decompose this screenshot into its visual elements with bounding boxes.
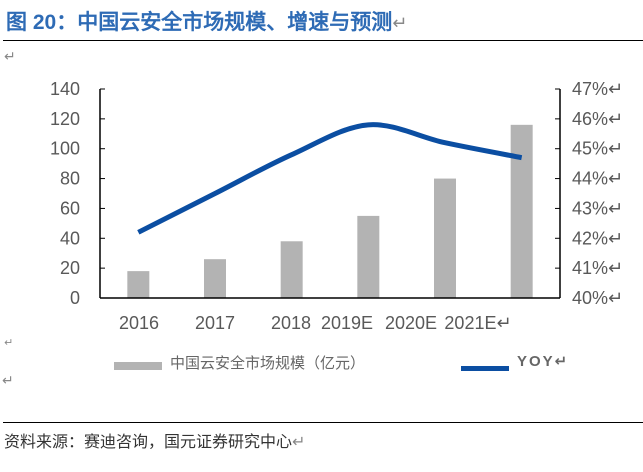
legend-label-market-size: 中国云安全市场规模（亿元） <box>170 354 365 372</box>
x-tick-label: 2016 <box>119 313 159 333</box>
x-tick-label: 2020E <box>385 313 437 333</box>
left-tick-label: 80 <box>60 169 80 189</box>
right-tick-label: 47%↵ <box>572 79 623 99</box>
bar-2016 <box>127 271 150 298</box>
paragraph-mark-icon: ↵ <box>4 48 16 64</box>
right-tick-label: 40%↵ <box>572 288 623 308</box>
right-tick-label: 45%↵ <box>572 139 623 159</box>
right-tick-label: 44%↵ <box>572 169 623 189</box>
bar-2018 <box>280 241 303 298</box>
chart: 0 20 40 60 80 100 120 140 40%↵ 41%↵ 42%↵ 43%↵ 44%↵ 45… <box>50 79 623 372</box>
source-divider <box>3 422 643 423</box>
figure-title: 图 20：中国云安全市场规模、增速与预测↵ <box>6 6 407 36</box>
title-divider <box>3 40 643 41</box>
legend-swatch-market-size <box>114 362 162 370</box>
legend-label-yoy: YOY↵ <box>517 353 569 370</box>
right-tick-label: 43%↵ <box>572 198 623 218</box>
left-tick-label: 60 <box>60 198 80 218</box>
yoy-line <box>137 122 523 235</box>
paragraph-mark-icon: ↵ <box>292 434 306 451</box>
right-tick-label: 46%↵ <box>572 109 623 129</box>
bar-2020E <box>434 178 456 298</box>
paragraph-mark-icon: ↵ <box>2 372 14 388</box>
x-tick-label: 2019E <box>321 313 373 333</box>
source-text: 资料来源：赛迪咨询，国元证券研究中心 <box>4 434 293 451</box>
bar-2021E <box>510 124 533 298</box>
paragraph-mark-icon: ↵ <box>392 13 408 33</box>
x-tick-label: 2018 <box>271 313 311 333</box>
left-tick-label: 120 <box>50 109 80 129</box>
paragraph-mark-icon: ↵ <box>4 337 14 349</box>
x-tick-label: 2021E↵ <box>444 313 511 333</box>
left-tick-label: 140 <box>50 79 80 99</box>
left-tick-label: 0 <box>70 288 80 308</box>
bar-2019E <box>357 215 380 298</box>
left-tick-label: 40 <box>60 228 80 248</box>
left-tick-label: 100 <box>50 139 80 159</box>
left-tick-label: 20 <box>60 258 80 278</box>
figure-title-text: 图 20：中国云安全市场规模、增速与预测 <box>6 11 393 34</box>
source-note: 资料来源：赛迪咨询，国元证券研究中心↵ <box>4 428 305 452</box>
right-tick-label: 42%↵ <box>572 228 623 248</box>
right-tick-label: 41%↵ <box>572 258 623 278</box>
x-tick-label: 2017 <box>195 313 235 333</box>
bar-2017 <box>204 259 226 298</box>
legend-swatch-yoy <box>461 366 509 371</box>
